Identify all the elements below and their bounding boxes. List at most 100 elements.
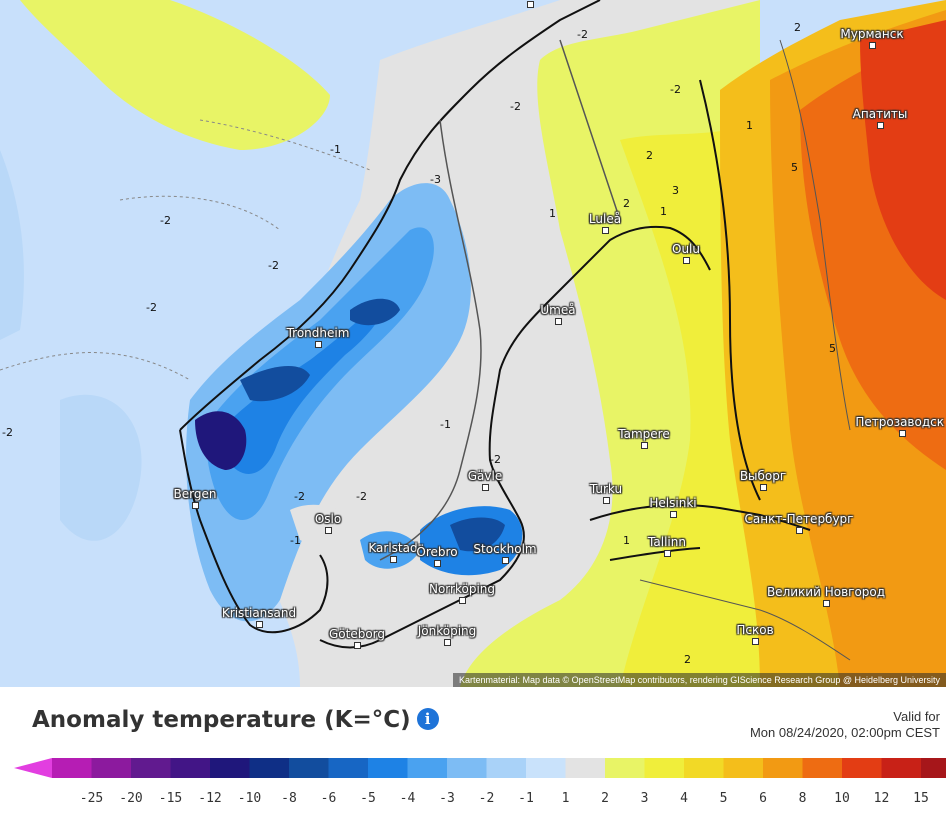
isoline-label: -2	[577, 28, 588, 41]
scale-tick-label: -25	[79, 791, 104, 806]
city-marker[interactable]	[752, 638, 759, 645]
isoline-label: -1	[440, 418, 451, 431]
city-marker[interactable]	[527, 1, 534, 8]
city-label[interactable]: Bergen	[173, 487, 217, 501]
city-marker[interactable]	[603, 497, 610, 504]
city-label[interactable]: Апатиты	[852, 107, 908, 121]
city-label[interactable]: Петрозаводск	[855, 415, 944, 429]
city-label[interactable]: Tampere	[618, 427, 670, 441]
city-marker[interactable]	[354, 642, 361, 649]
scale-bin	[565, 758, 606, 778]
scale-tick-label: -2	[478, 791, 495, 806]
city-marker[interactable]	[899, 430, 906, 437]
city-label[interactable]: Turku	[589, 482, 623, 496]
isoline-label: -2	[294, 490, 305, 503]
city-marker[interactable]	[602, 227, 609, 234]
city-marker[interactable]	[434, 560, 441, 567]
scale-tick-label: 10	[834, 791, 850, 806]
scale-bin	[644, 758, 685, 778]
city-label[interactable]: Umeå	[540, 303, 576, 317]
city-label[interactable]: Trondheim	[286, 326, 350, 340]
city-label[interactable]: Norrköping	[428, 582, 496, 596]
isoline-label: 2	[684, 653, 691, 666]
isoline-label: 2	[623, 197, 630, 210]
city-label[interactable]: Karlstad	[368, 541, 418, 555]
legend-title: Anomaly temperature (K=°C) i	[32, 707, 439, 733]
isoline-label: -2	[160, 214, 171, 227]
city-label[interactable]: Örebro	[416, 545, 458, 559]
city-marker[interactable]	[390, 556, 397, 563]
isoline-label: 5	[791, 161, 798, 174]
city-marker[interactable]	[641, 442, 648, 449]
city-marker[interactable]	[482, 484, 489, 491]
city-marker[interactable]	[823, 600, 830, 607]
scale-bin	[52, 758, 92, 778]
scale-min-arrow	[14, 758, 52, 778]
city-marker[interactable]	[760, 484, 767, 491]
city-marker[interactable]	[459, 597, 466, 604]
city-marker[interactable]	[325, 527, 332, 534]
isoline-label: 1	[623, 534, 630, 547]
city-label[interactable]: Jönköping	[417, 624, 477, 638]
scale-bin	[921, 758, 946, 778]
city-label[interactable]: Санкт-Петербург	[744, 512, 854, 526]
scale-bin	[91, 758, 132, 778]
legend-title-text: Anomaly temperature (K=°C)	[32, 707, 411, 733]
city-marker[interactable]	[256, 621, 263, 628]
info-icon[interactable]: i	[416, 708, 439, 730]
city-label[interactable]: Псков	[736, 623, 774, 637]
city-marker[interactable]	[796, 527, 803, 534]
city-label[interactable]: Kristiansand	[221, 606, 297, 620]
city-label[interactable]: Oslo	[314, 512, 342, 526]
city-label[interactable]: Helsinki	[649, 496, 697, 510]
isoline-label: 1	[746, 119, 753, 132]
map-canvas	[0, 0, 946, 687]
map-attribution[interactable]: Kartenmaterial: Map data © OpenStreetMap…	[453, 673, 946, 687]
scale-bin	[249, 758, 290, 778]
scale-tick-label: 1	[561, 791, 570, 806]
scale-bin	[842, 758, 882, 778]
city-marker[interactable]	[664, 550, 671, 557]
isoline-label: -1	[290, 534, 301, 547]
scale-ticks: -25 -20 -15 -12 -10 -8 -6 -5 -4 -3 -2 -1 1 2 3 4 5 6 8 10 12…	[14, 791, 946, 809]
city-marker[interactable]	[683, 257, 690, 264]
city-label[interactable]: Stockholm	[473, 542, 537, 556]
isoline-label: -3	[430, 173, 441, 186]
city-label[interactable]: Oulu	[672, 242, 700, 256]
city-marker[interactable]	[869, 42, 876, 49]
scale-bin	[684, 758, 724, 778]
isoline-label: 2	[794, 21, 801, 34]
scale-bin	[407, 758, 448, 778]
scale-tick-label: -1	[518, 791, 534, 806]
scale-tick-label: -3	[439, 791, 455, 806]
isoline-label: -2	[356, 490, 367, 503]
scale-tick-label: 4	[680, 791, 688, 806]
city-marker[interactable]	[444, 639, 451, 646]
valid-datetime: Mon 08/24/2020, 02:00pm CEST	[749, 725, 940, 740]
city-label[interactable]: Tallinn	[648, 535, 686, 549]
city-marker[interactable]	[555, 318, 562, 325]
city-label[interactable]: Мурманск	[840, 27, 904, 41]
scale-bin	[605, 758, 645, 778]
isoline-label: -1	[330, 143, 341, 156]
city-label[interactable]: Luleå	[588, 212, 622, 226]
scale-tick-label: 2	[601, 791, 609, 806]
temperature-anomaly-map[interactable]: TromsøМурманскАпатитыLuleåOuluUmeåTrondh…	[0, 0, 946, 687]
scale-bin	[526, 758, 566, 778]
city-label[interactable]: Великий Новгород	[766, 585, 886, 599]
isoline-label: -2	[2, 426, 13, 439]
city-label[interactable]: Göteborg	[328, 627, 386, 641]
isoline-label: 1	[549, 207, 556, 220]
city-label[interactable]: Gävle	[467, 469, 503, 483]
city-marker[interactable]	[877, 122, 884, 129]
city-marker[interactable]	[315, 341, 322, 348]
city-label[interactable]: Выборг	[739, 469, 787, 483]
city-marker[interactable]	[502, 557, 509, 564]
scale-tick-label: -6	[320, 791, 337, 806]
city-marker[interactable]	[670, 511, 677, 518]
scale-tick-label: 5	[719, 791, 728, 806]
city-marker[interactable]	[192, 502, 199, 509]
isoline-label: 1	[660, 205, 667, 218]
scale-tick-label: -12	[198, 791, 222, 806]
isoline-label: -2	[510, 100, 521, 113]
